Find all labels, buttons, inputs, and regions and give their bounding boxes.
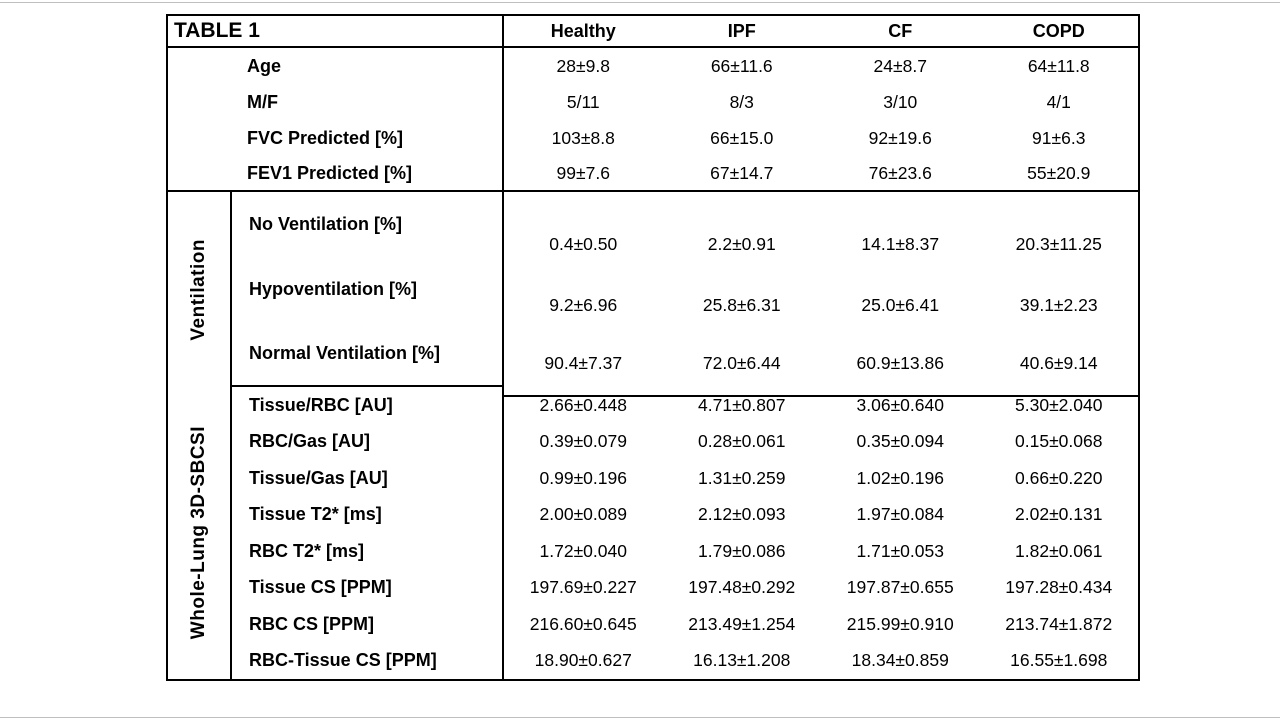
cell-tissuerbc-healthy: 2.66±0.448 bbox=[539, 394, 627, 415]
cell-fvc-cf: 92±19.6 bbox=[868, 127, 932, 148]
cell-rbctissuecs-cf: 18.34±0.859 bbox=[851, 650, 949, 671]
cell-rbctissuecs-healthy: 18.90±0.627 bbox=[534, 650, 632, 671]
row-label-age: Age bbox=[168, 48, 504, 84]
cell-tissuerbc-cf: 3.06±0.640 bbox=[856, 394, 944, 415]
row-label-tissue-cs: Tissue CS [PPM] bbox=[232, 569, 504, 606]
cell-rbcgas-copd: 0.15±0.068 bbox=[1015, 431, 1103, 452]
row-label-mf: M/F bbox=[168, 84, 504, 120]
cell-tissuerbc-ipf: 4.71±0.807 bbox=[698, 394, 786, 415]
table-title: TABLE 1 bbox=[168, 16, 504, 48]
cell-tissuerbc-copd: 5.30±2.040 bbox=[1015, 394, 1103, 415]
cell-fev1-copd: 55±20.9 bbox=[979, 156, 1138, 192]
cell-fvc-copd: 91±6.3 bbox=[1032, 127, 1086, 148]
cell-normvent-copd: 40.6±9.14 bbox=[979, 332, 1138, 397]
column-header-ipf: IPF bbox=[662, 16, 821, 48]
cell-rbctissuecs-copd: 16.55±1.698 bbox=[1010, 650, 1108, 671]
cell-fev1-ipf: 67±14.7 bbox=[662, 156, 821, 192]
cell-age-copd: 64±11.8 bbox=[1027, 55, 1090, 76]
column-header-copd: COPD bbox=[979, 16, 1138, 48]
cell-rbcgas-healthy: 0.39±0.079 bbox=[539, 431, 627, 452]
cell-mf-cf: 3/10 bbox=[883, 91, 918, 112]
cell-novent-healthy: 0.4±0.50 bbox=[549, 234, 618, 254]
cell-rbccs-ipf: 213.49±1.254 bbox=[688, 613, 796, 634]
cell-rbct2-cf: 1.71±0.053 bbox=[856, 540, 944, 561]
table-1: TABLE 1 Healthy IPF CF COPD Age 28±9.8 6… bbox=[166, 14, 1140, 681]
cell-hypovent-copd: 39.1±2.23 bbox=[1019, 295, 1098, 315]
cell-age-ipf: 66±11.6 bbox=[710, 55, 773, 76]
cell-hypovent-cf: 25.0±6.41 bbox=[861, 295, 940, 315]
row-label-rbc-gas: RBC/Gas [AU] bbox=[232, 423, 504, 460]
cell-tissuet2-healthy: 2.00±0.089 bbox=[539, 504, 627, 525]
cell-rbccs-cf: 215.99±0.910 bbox=[846, 613, 954, 634]
row-label-tissue-gas: Tissue/Gas [AU] bbox=[232, 460, 504, 497]
cell-tissuegas-copd: 0.66±0.220 bbox=[1015, 467, 1103, 488]
cell-novent-copd: 20.3±11.25 bbox=[1015, 234, 1102, 254]
cell-tissuecs-copd: 197.28±0.434 bbox=[1005, 577, 1113, 598]
section-label-whole-lung-3d-sbcsi: Whole-Lung 3D-SBCSI bbox=[168, 387, 232, 679]
section-label-ventilation-text: Ventilation bbox=[188, 238, 209, 341]
cell-rbccs-healthy: 216.60±0.645 bbox=[529, 613, 637, 634]
cell-fvc-healthy: 103±8.8 bbox=[551, 127, 615, 148]
row-label-no-ventilation: No Ventilation [%] bbox=[232, 192, 504, 257]
cell-rbct2-ipf: 1.79±0.086 bbox=[698, 540, 786, 561]
row-label-hypoventilation: Hypoventilation [%] bbox=[232, 257, 504, 322]
cell-normvent-ipf: 72.0±6.44 bbox=[662, 332, 821, 397]
cell-age-cf: 24±8.7 bbox=[873, 55, 927, 76]
row-label-fev1: FEV1 Predicted [%] bbox=[168, 156, 504, 192]
cell-hypovent-ipf: 25.8±6.31 bbox=[702, 295, 781, 315]
cell-tissuegas-ipf: 1.31±0.259 bbox=[698, 467, 786, 488]
cell-normvent-cf: 60.9±13.86 bbox=[821, 332, 980, 397]
cell-rbct2-copd: 1.82±0.061 bbox=[1015, 540, 1103, 561]
row-label-normal-ventilation: Normal Ventilation [%] bbox=[232, 322, 504, 387]
page-top-rule bbox=[0, 2, 1280, 3]
cell-fvc-ipf: 66±15.0 bbox=[710, 127, 774, 148]
cell-tissuecs-cf: 197.87±0.655 bbox=[846, 577, 954, 598]
row-label-rbc-tissue-cs: RBC-Tissue CS [PPM] bbox=[232, 642, 504, 679]
cell-tissuet2-cf: 1.97±0.084 bbox=[856, 504, 944, 525]
cell-mf-copd: 4/1 bbox=[1046, 91, 1071, 112]
cell-tissuet2-ipf: 2.12±0.093 bbox=[698, 504, 786, 525]
row-label-rbc-t2star: RBC T2* [ms] bbox=[232, 533, 504, 570]
cell-rbccs-copd: 213.74±1.872 bbox=[1005, 613, 1113, 634]
cell-tissuet2-copd: 2.02±0.131 bbox=[1015, 504, 1103, 525]
cell-novent-cf: 14.1±8.37 bbox=[861, 234, 940, 254]
cell-age-healthy: 28±9.8 bbox=[556, 55, 610, 76]
cell-rbcgas-cf: 0.35±0.094 bbox=[856, 431, 944, 452]
section-label-whole-lung-3d-sbcsi-text: Whole-Lung 3D-SBCSI bbox=[188, 426, 209, 640]
cell-mf-healthy: 5/11 bbox=[566, 91, 600, 112]
cell-rbcgas-ipf: 0.28±0.061 bbox=[698, 431, 786, 452]
row-label-tissue-t2star: Tissue T2* [ms] bbox=[232, 496, 504, 533]
section-label-ventilation: Ventilation bbox=[168, 192, 232, 387]
cell-rbct2-healthy: 1.72±0.040 bbox=[539, 540, 627, 561]
cell-tissuegas-healthy: 0.99±0.196 bbox=[539, 467, 627, 488]
cell-fev1-cf: 76±23.6 bbox=[821, 156, 980, 192]
cell-hypovent-healthy: 9.2±6.96 bbox=[549, 295, 618, 315]
row-label-rbc-cs: RBC CS [PPM] bbox=[232, 606, 504, 643]
row-label-tissue-rbc: Tissue/RBC [AU] bbox=[232, 387, 504, 424]
column-header-healthy: Healthy bbox=[504, 16, 663, 48]
cell-mf-ipf: 8/3 bbox=[729, 91, 754, 112]
column-header-cf: CF bbox=[821, 16, 980, 48]
row-label-fvc: FVC Predicted [%] bbox=[168, 120, 504, 156]
cell-fev1-healthy: 99±7.6 bbox=[504, 156, 663, 192]
cell-novent-ipf: 2.2±0.91 bbox=[707, 234, 776, 254]
cell-rbctissuecs-ipf: 16.13±1.208 bbox=[693, 650, 791, 671]
cell-tissuecs-ipf: 197.48±0.292 bbox=[688, 577, 796, 598]
cell-normvent-healthy: 90.4±7.37 bbox=[504, 332, 663, 397]
cell-tissuegas-cf: 1.02±0.196 bbox=[856, 467, 944, 488]
page-bottom-rule bbox=[0, 717, 1280, 718]
cell-tissuecs-healthy: 197.69±0.227 bbox=[529, 577, 637, 598]
